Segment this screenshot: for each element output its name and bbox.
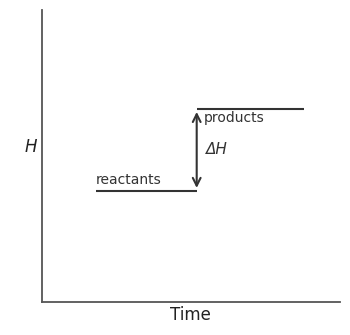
- Text: reactants: reactants: [96, 173, 161, 187]
- Y-axis label: H: H: [25, 138, 37, 156]
- Text: ΔH: ΔH: [206, 142, 228, 157]
- X-axis label: Time: Time: [170, 306, 211, 324]
- Text: products: products: [204, 112, 265, 126]
